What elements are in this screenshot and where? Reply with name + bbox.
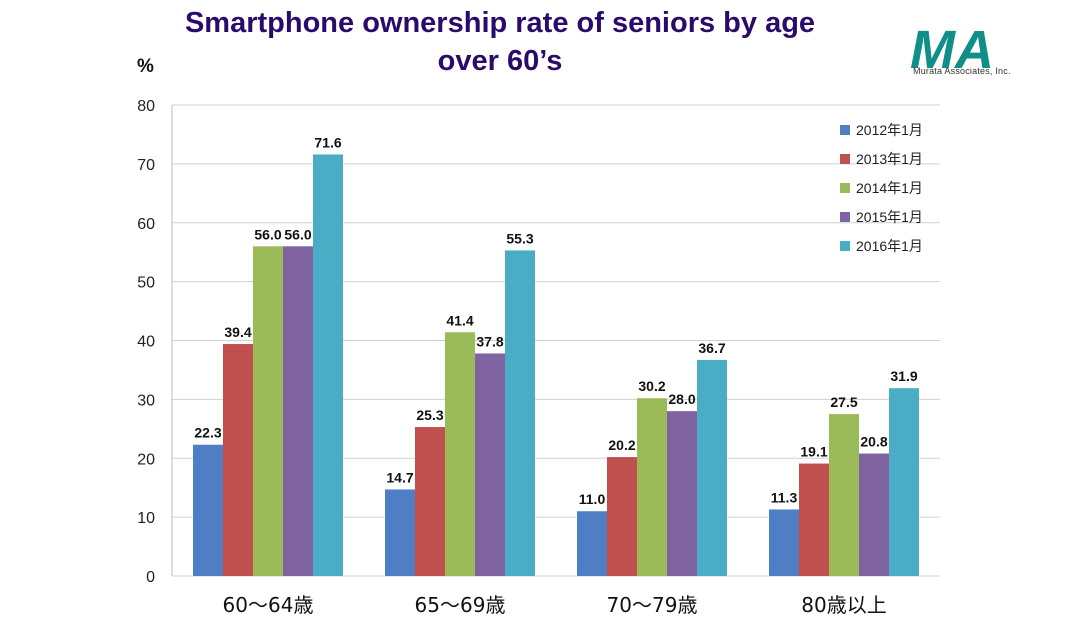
legend-item: 2012年1月 — [840, 115, 923, 144]
legend-swatch — [840, 211, 850, 222]
data-label: 30.2 — [638, 378, 665, 394]
legend-item: 2016年1月 — [840, 231, 923, 260]
y-axis-ticks: 0 10 20 30 40 50 60 70 80 — [137, 98, 155, 586]
data-label: 19.1 — [800, 444, 827, 460]
data-label: 56.0 — [284, 226, 311, 242]
legend-label: 2016年1月 — [856, 237, 923, 254]
bar — [445, 332, 475, 576]
data-label: 22.3 — [194, 425, 221, 441]
bar — [889, 388, 919, 576]
legend-swatch — [840, 240, 850, 251]
data-label: 71.6 — [314, 134, 341, 150]
legend-label: 2012年1月 — [856, 121, 923, 138]
data-label: 27.5 — [830, 394, 857, 410]
data-label: 14.7 — [386, 469, 413, 485]
bar — [415, 427, 445, 576]
legend: 2012年1月 2013年1月 2014年1月 2015年1月 2016年1月 — [840, 115, 923, 260]
legend-label: 2014年1月 — [856, 179, 923, 196]
bar — [283, 246, 313, 577]
data-label: 56.0 — [254, 226, 281, 242]
y-tick-label: 40 — [137, 334, 155, 351]
data-label: 11.0 — [579, 491, 606, 507]
x-tick-label: 70～79歳 — [607, 593, 698, 617]
bar — [475, 353, 505, 576]
data-label: 41.4 — [446, 312, 473, 328]
bar — [607, 457, 637, 576]
data-label: 39.4 — [224, 324, 251, 340]
legend-item: 2013年1月 — [840, 144, 923, 173]
company-logo-icon: MA — [910, 20, 994, 80]
data-label: 37.8 — [476, 333, 503, 349]
bar — [697, 359, 727, 576]
y-tick-label: 80 — [137, 98, 155, 115]
data-label: 20.2 — [608, 437, 635, 453]
y-tick-label: 70 — [137, 157, 155, 174]
legend-swatch — [840, 182, 850, 193]
y-axis-unit-label: % — [137, 56, 154, 77]
y-tick-label: 50 — [137, 275, 155, 292]
data-label: 55.3 — [506, 230, 533, 246]
bar — [313, 154, 343, 576]
y-tick-label: 0 — [146, 569, 155, 586]
legend-label: 2015年1月 — [856, 208, 923, 225]
bars — [193, 154, 919, 577]
legend-item: 2014年1月 — [840, 173, 923, 202]
data-label: 25.3 — [416, 407, 443, 423]
bar — [859, 453, 889, 576]
chart-title-line1: Smartphone ownership rate of seniors by … — [184, 7, 816, 39]
x-axis-ticks: 60～64歳 65～69歳 70～79歳 80歳以上 — [223, 593, 887, 617]
legend-item: 2015年1月 — [840, 202, 923, 231]
bar — [385, 489, 415, 576]
bar — [799, 463, 829, 576]
data-labels: 22.3 39.4 56.0 56.0 71.6 14.7 25.3 41.437.8 55.3… — [194, 134, 917, 507]
bar — [505, 250, 535, 576]
data-label: 11.3 — [771, 489, 798, 505]
y-tick-label: 20 — [137, 451, 155, 468]
bar — [253, 246, 283, 577]
bar — [769, 509, 799, 576]
x-tick-label: 65～69歳 — [415, 593, 506, 617]
bar — [223, 344, 253, 576]
bar — [637, 398, 667, 576]
bar — [577, 511, 607, 576]
y-tick-label: 30 — [137, 392, 155, 409]
bar — [193, 444, 223, 576]
legend-swatch — [840, 153, 850, 164]
x-tick-label: 80歳以上 — [801, 593, 886, 617]
data-label: 36.7 — [698, 340, 725, 356]
data-label: 31.9 — [890, 368, 917, 384]
data-label: 20.8 — [860, 434, 887, 450]
legend-label: 2013年1月 — [856, 150, 923, 167]
company-name: Murata Associates, Inc. — [913, 66, 1011, 76]
bar — [829, 414, 859, 576]
chart-title-line2: over 60’s — [437, 45, 563, 77]
x-tick-label: 60～64歳 — [223, 593, 314, 617]
y-tick-label: 10 — [137, 510, 155, 527]
data-label: 28.0 — [668, 391, 695, 407]
y-tick-label: 60 — [137, 216, 155, 233]
legend-swatch — [840, 124, 850, 135]
logo-mark: MA — [910, 20, 994, 80]
bar — [667, 411, 697, 576]
